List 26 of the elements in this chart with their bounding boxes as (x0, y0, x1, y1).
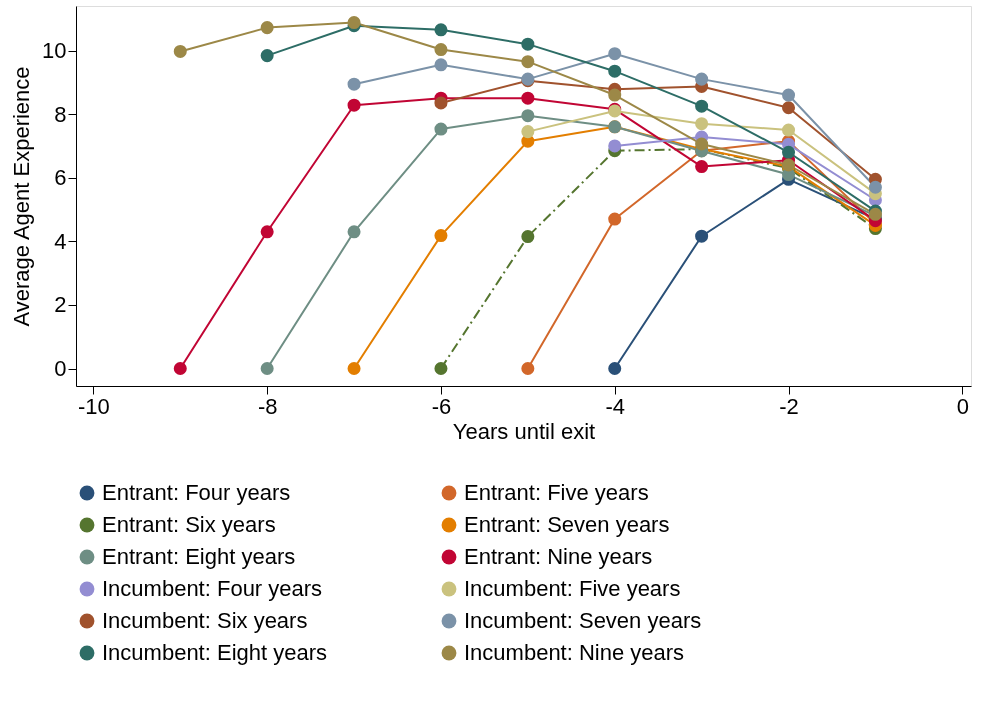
legend-label: Entrant: Five years (464, 480, 649, 505)
legend-label: Incumbent: Eight years (102, 640, 328, 665)
x-tick-label: -2 (779, 393, 799, 419)
legend-label: Entrant: Seven years (464, 512, 670, 537)
legend-label: Entrant: Six years (102, 512, 276, 537)
legend-label: Incumbent: Nine years (464, 640, 685, 665)
x-tick-label: -4 (605, 393, 626, 419)
legend-label: Entrant: Nine years (464, 544, 653, 569)
y-tick-label: 4 (54, 228, 67, 254)
y-tick-label: 10 (42, 38, 67, 64)
y-tick-label: 8 (54, 101, 67, 127)
x-tick-label: 0 (956, 393, 969, 419)
legend-label: Entrant: Four years (102, 480, 291, 505)
legend-label: Incumbent: Five years (464, 576, 681, 601)
y-tick-label: 0 (54, 356, 67, 382)
y-tick-label: 2 (54, 292, 67, 318)
legend-label: Incumbent: Four years (102, 576, 323, 601)
legend-label: Incumbent: Six years (102, 608, 308, 633)
x-tick-label: -6 (431, 393, 452, 419)
x-tick-label: -8 (257, 393, 278, 419)
x-axis-title: Years until exit (452, 418, 596, 444)
legend-label: Incumbent: Seven years (464, 608, 702, 633)
legend-label: Entrant: Eight years (102, 544, 296, 569)
y-axis-title: Average Agent Experience (9, 66, 35, 327)
y-tick-label: 6 (54, 165, 67, 191)
x-tick-label: -10 (77, 393, 110, 419)
